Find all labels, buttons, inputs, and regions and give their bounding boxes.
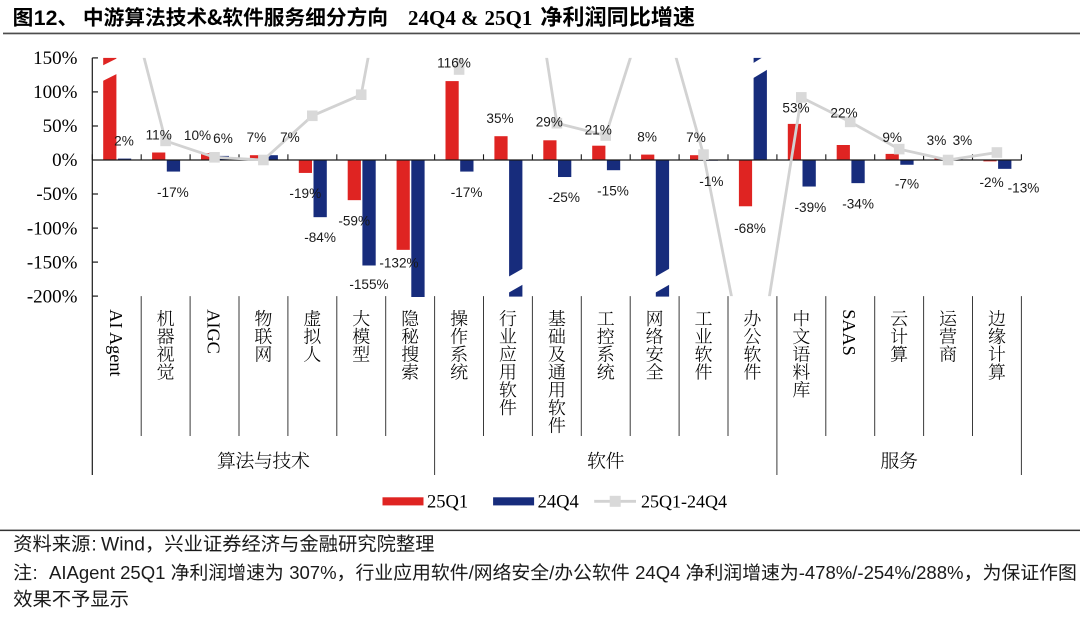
svg-text:35%: 35% <box>486 111 513 126</box>
svg-text:-17%: -17% <box>157 185 189 200</box>
svg-text:9%: 9% <box>882 130 902 145</box>
svg-text:-132%: -132% <box>379 256 418 271</box>
svg-text:8%: 8% <box>637 130 657 145</box>
svg-text:-1%: -1% <box>699 174 723 189</box>
svg-text:-68%: -68% <box>734 221 766 236</box>
svg-text:-39%: -39% <box>795 200 827 215</box>
svg-text:0%: 0% <box>52 150 78 171</box>
svg-text:-7%: -7% <box>895 176 919 191</box>
svg-text:116%: 116% <box>437 56 471 71</box>
svg-text:7%: 7% <box>247 130 267 145</box>
svg-text:29%: 29% <box>536 115 563 130</box>
svg-text:24Q4: 24Q4 <box>635 562 680 583</box>
svg-text:-84%: -84% <box>304 230 336 245</box>
svg-text:-155%: -155% <box>349 277 388 292</box>
svg-text:100%: 100% <box>33 82 78 103</box>
svg-text:25Q1: 25Q1 <box>485 6 533 30</box>
svg-text:-13%: -13% <box>1008 180 1040 195</box>
svg-text:-150%: -150% <box>27 252 78 273</box>
svg-text:3%: 3% <box>927 133 947 148</box>
svg-text:21%: 21% <box>585 123 612 138</box>
svg-text:7%: 7% <box>280 130 300 145</box>
svg-text:Wind: Wind <box>101 535 145 556</box>
svg-text:7%: 7% <box>686 130 706 145</box>
svg-text:/: / <box>549 562 555 583</box>
svg-text::: : <box>91 535 96 556</box>
svg-text:53%: 53% <box>782 101 809 116</box>
svg-text:/: / <box>469 562 475 583</box>
svg-text:-100%: -100% <box>27 218 78 239</box>
svg-text:-59%: -59% <box>338 214 370 229</box>
svg-text:10%: 10% <box>184 128 211 143</box>
svg-text:AI Agent: AI Agent <box>106 309 126 376</box>
svg-text:12: 12 <box>34 7 58 30</box>
svg-text:6%: 6% <box>213 131 233 146</box>
svg-text:-17%: -17% <box>451 185 483 200</box>
svg-text:-200%: -200% <box>27 286 78 307</box>
svg-text:307%: 307% <box>289 562 336 583</box>
svg-text:150%: 150% <box>33 48 78 69</box>
svg-text:SAAS: SAAS <box>839 309 859 356</box>
svg-text:3%: 3% <box>953 133 973 148</box>
svg-text:-34%: -34% <box>842 197 874 212</box>
svg-text:25Q1: 25Q1 <box>427 493 468 513</box>
svg-text:-478%/-254%/288%: -478%/-254%/288% <box>799 562 964 583</box>
svg-text::: : <box>33 562 38 583</box>
svg-text:-25%: -25% <box>548 190 580 205</box>
svg-text:-15%: -15% <box>597 183 629 198</box>
svg-text:24Q4: 24Q4 <box>538 493 579 513</box>
svg-text:-2%: -2% <box>980 175 1004 190</box>
svg-text:-50%: -50% <box>36 184 77 205</box>
svg-text:22%: 22% <box>830 106 857 121</box>
svg-text:&: & <box>461 6 479 30</box>
svg-text:-19%: -19% <box>289 186 321 201</box>
svg-text:AIAgent 25Q1: AIAgent 25Q1 <box>49 562 165 583</box>
svg-text:2%: 2% <box>114 134 134 149</box>
svg-text:24Q4: 24Q4 <box>408 6 456 30</box>
svg-text:50%: 50% <box>43 116 78 137</box>
svg-text:25Q1-24Q4: 25Q1-24Q4 <box>641 492 727 512</box>
svg-text:AIGC: AIGC <box>204 309 224 353</box>
svg-text:11%: 11% <box>146 128 172 143</box>
